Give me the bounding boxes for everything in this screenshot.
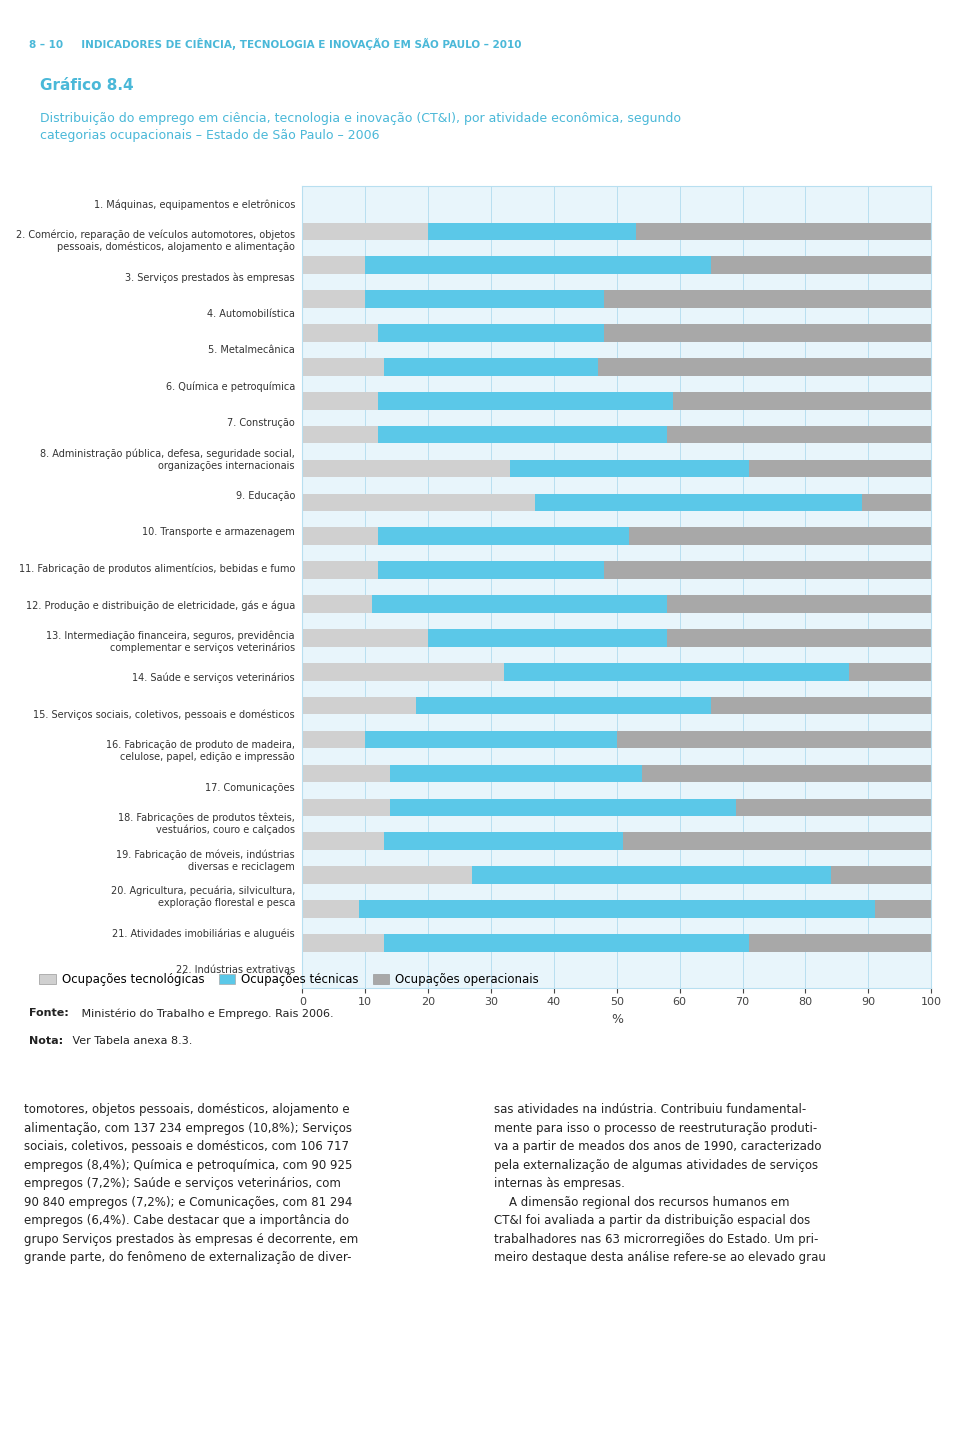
Bar	[598, 358, 931, 375]
Bar	[604, 561, 931, 579]
Bar	[630, 527, 931, 546]
Text: 11. Fabricação de produtos alimentícios, bebidas e fumo: 11. Fabricação de produtos alimentícios,…	[18, 564, 295, 574]
Text: 18. Fabricações de produtos têxteis,
vestuários, couro e calçados: 18. Fabricações de produtos têxteis, ves…	[118, 813, 295, 835]
Bar	[302, 358, 384, 375]
Bar	[428, 222, 636, 241]
Text: 16. Fabricação de produto de madeira,
celulose, papel, edição e impressão: 16. Fabricação de produto de madeira, ce…	[106, 740, 295, 762]
Text: 12. Produção e distribuição de eletricidade, gás e água: 12. Produção e distribuição de eletricid…	[26, 600, 295, 610]
Bar	[472, 866, 830, 884]
Bar	[535, 494, 862, 511]
Bar	[504, 663, 850, 680]
Bar	[384, 934, 749, 952]
Bar	[302, 561, 378, 579]
Bar	[378, 527, 630, 546]
Text: Gráfico 8.4: Gráfico 8.4	[39, 77, 133, 93]
Bar	[302, 765, 391, 782]
Bar	[378, 392, 673, 410]
Bar	[604, 291, 931, 308]
Bar	[667, 596, 931, 613]
Bar	[302, 799, 391, 816]
Bar	[850, 663, 931, 680]
Text: Fonte:: Fonte:	[29, 1008, 68, 1018]
Text: 22. Indústrias extrativas: 22. Indústrias extrativas	[176, 965, 295, 975]
Bar	[302, 629, 428, 647]
Bar	[830, 866, 931, 884]
Text: 2. Comércio, reparação de veículos automotores, objetos
pessoais, domésticos, al: 2. Comércio, reparação de veículos autom…	[15, 229, 295, 252]
Bar	[302, 494, 535, 511]
Bar	[378, 324, 604, 342]
Bar	[736, 799, 931, 816]
Text: 14. Saúde e serviços veterinários: 14. Saúde e serviços veterinários	[132, 673, 295, 683]
Text: tomotores, objetos pessoais, domésticos, alojamento e
alimentação, com 137 234 e: tomotores, objetos pessoais, domésticos,…	[24, 1104, 358, 1264]
Text: 17. Comunicações: 17. Comunicações	[205, 783, 295, 792]
Bar	[302, 527, 378, 546]
Bar	[673, 392, 931, 410]
Bar	[302, 934, 384, 952]
Bar	[302, 901, 359, 918]
Text: Ver Tabela anexa 8.3.: Ver Tabela anexa 8.3.	[69, 1035, 193, 1045]
Bar	[378, 561, 604, 579]
Bar	[365, 291, 604, 308]
Bar	[302, 324, 378, 342]
Bar	[391, 765, 642, 782]
Bar	[302, 460, 510, 477]
Text: 7. Construção: 7. Construção	[228, 418, 295, 428]
Text: 6. Química e petroquímica: 6. Química e petroquímica	[166, 381, 295, 392]
Text: Nota:: Nota:	[29, 1035, 63, 1045]
Bar	[875, 901, 931, 918]
Text: 15. Serviços sociais, coletivos, pessoais e domésticos: 15. Serviços sociais, coletivos, pessoai…	[34, 709, 295, 720]
Bar	[391, 799, 736, 816]
Bar	[416, 697, 711, 715]
Bar	[359, 901, 875, 918]
Text: 13. Intermediação financeira, seguros, previdência
complementar e serviços veter: 13. Intermediação financeira, seguros, p…	[46, 630, 295, 653]
Bar	[302, 425, 378, 444]
Bar	[711, 697, 931, 715]
Bar	[667, 425, 931, 444]
Text: 3. Serviços prestados às empresas: 3. Serviços prestados às empresas	[126, 272, 295, 282]
Bar	[302, 866, 472, 884]
Bar	[604, 324, 931, 342]
Bar	[623, 832, 931, 851]
Bar	[749, 934, 931, 952]
Text: 21. Atividades imobiliárias e aluguéis: 21. Atividades imobiliárias e aluguéis	[112, 928, 295, 938]
Bar	[616, 730, 931, 749]
Text: 9. Educação: 9. Educação	[235, 491, 295, 501]
Bar	[667, 629, 931, 647]
Bar	[302, 697, 416, 715]
Text: 5. Metalmecânica: 5. Metalmecânica	[208, 345, 295, 355]
Bar	[642, 765, 931, 782]
Bar	[302, 730, 365, 749]
Bar	[365, 256, 711, 274]
Text: 20. Agricultura, pecuária, silvicultura,
exploração florestal e pesca: 20. Agricultura, pecuária, silvicultura,…	[110, 886, 295, 908]
Legend: Ocupações tecnológicas, Ocupações técnicas, Ocupações operacionais: Ocupações tecnológicas, Ocupações técnic…	[35, 968, 543, 991]
Bar	[365, 730, 616, 749]
Bar	[510, 460, 749, 477]
Text: 19. Fabricação de móveis, indústrias
diversas e reciclagem: 19. Fabricação de móveis, indústrias div…	[116, 849, 295, 872]
Text: 4. Automobilística: 4. Automobilística	[207, 309, 295, 319]
Text: Ministério do Trabalho e Emprego. Rais 2006.: Ministério do Trabalho e Emprego. Rais 2…	[79, 1008, 334, 1018]
Bar	[302, 596, 372, 613]
Bar	[749, 460, 931, 477]
X-axis label: %: %	[611, 1012, 623, 1025]
Bar	[302, 222, 428, 241]
Text: 8 – 10     INDICADORES DE CIÊNCIA, TECNOLOGIA E INOVAÇÃO EM SÃO PAULO – 2010: 8 – 10 INDICADORES DE CIÊNCIA, TECNOLOGI…	[29, 39, 521, 50]
Bar	[302, 291, 365, 308]
Bar	[302, 392, 378, 410]
Bar	[378, 425, 667, 444]
Bar	[384, 832, 623, 851]
Text: 1. Máquinas, equipamentos e eletrônicos: 1. Máquinas, equipamentos e eletrônicos	[93, 199, 295, 209]
Text: 10. Transporte e armazenagem: 10. Transporte e armazenagem	[142, 527, 295, 537]
Bar	[384, 358, 598, 375]
Text: 8. Administração pública, defesa, seguridade social,
organizações internacionais: 8. Administração pública, defesa, seguri…	[40, 448, 295, 471]
Bar	[302, 663, 504, 680]
Bar	[711, 256, 931, 274]
Bar	[302, 256, 365, 274]
Text: sas atividades na indústria. Contribuiu fundamental-
mente para isso o processo : sas atividades na indústria. Contribuiu …	[494, 1104, 827, 1264]
Bar	[372, 596, 667, 613]
Bar	[636, 222, 931, 241]
Bar	[302, 832, 384, 851]
Bar	[428, 629, 667, 647]
Text: Distribuição do emprego em ciência, tecnologia e inovação (CT&I), por atividade : Distribuição do emprego em ciência, tecn…	[39, 113, 681, 142]
Bar	[862, 494, 931, 511]
